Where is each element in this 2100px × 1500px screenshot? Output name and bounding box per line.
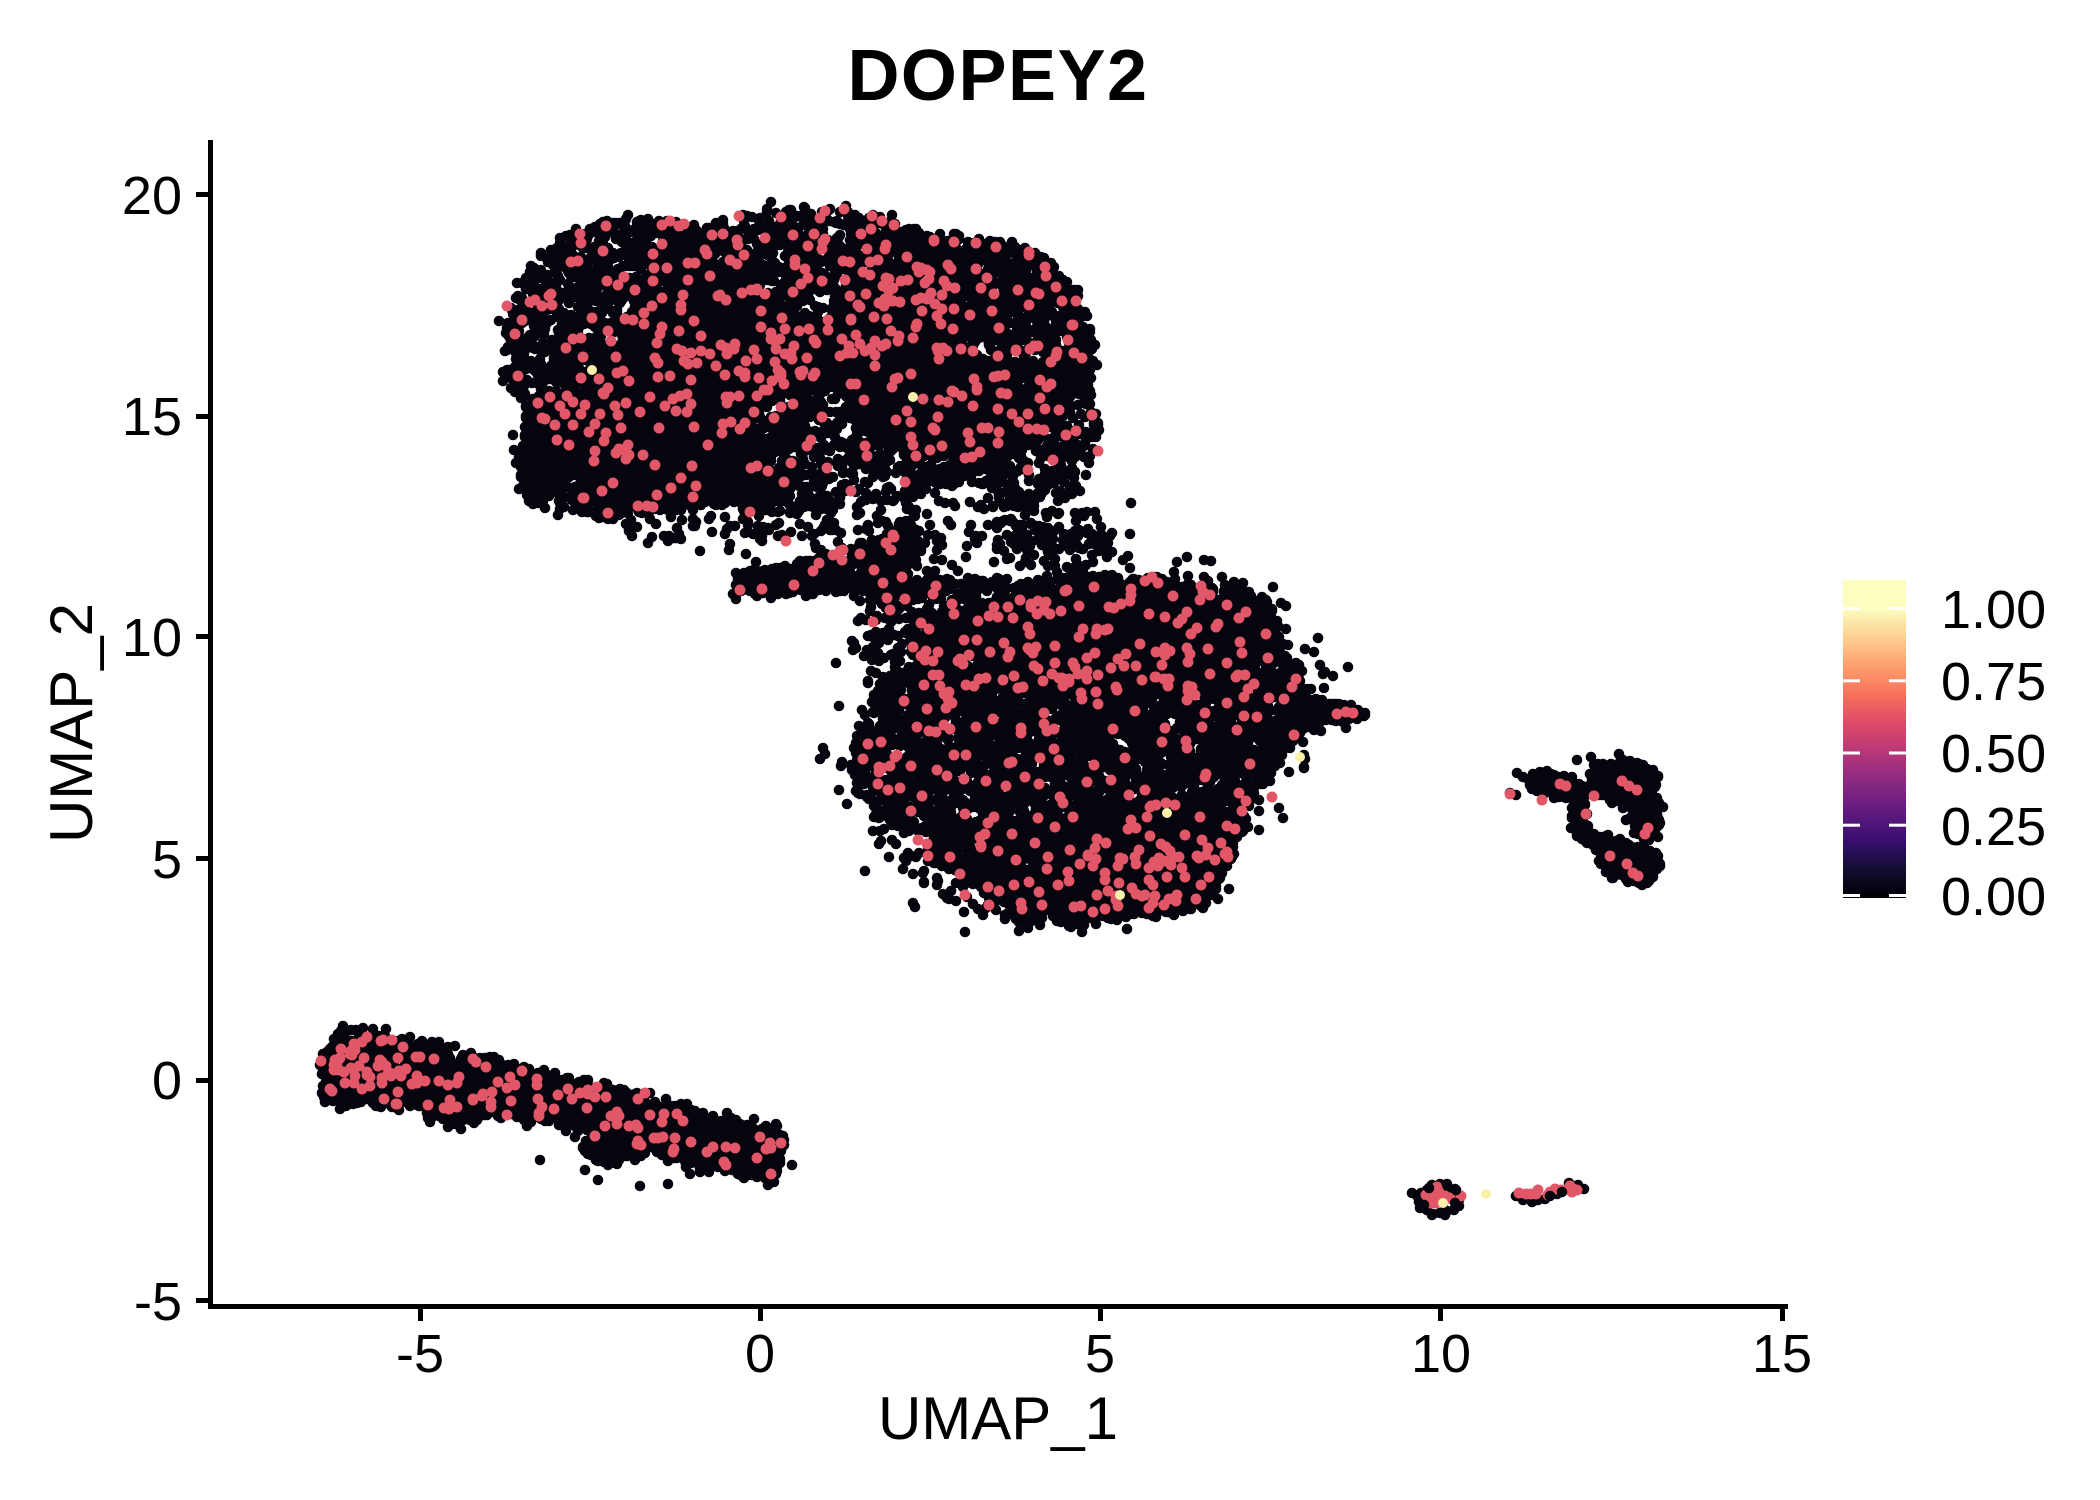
svg-text:DOPEY2: DOPEY2 — [847, 36, 1148, 116]
svg-text:-5: -5 — [134, 1272, 182, 1332]
svg-text:5: 5 — [1085, 1324, 1115, 1384]
svg-text:10: 10 — [1411, 1324, 1471, 1384]
svg-text:20: 20 — [122, 166, 182, 226]
svg-text:0.00: 0.00 — [1941, 867, 2046, 927]
svg-text:0.50: 0.50 — [1941, 724, 2046, 784]
svg-text:UMAP_1: UMAP_1 — [878, 1385, 1118, 1452]
svg-text:0: 0 — [152, 1051, 182, 1111]
svg-text:10: 10 — [122, 608, 182, 668]
svg-text:0.75: 0.75 — [1941, 652, 2046, 712]
svg-text:15: 15 — [1752, 1324, 1812, 1384]
svg-text:0.25: 0.25 — [1941, 797, 2046, 857]
svg-text:UMAP_2: UMAP_2 — [38, 603, 105, 843]
svg-text:1.00: 1.00 — [1941, 580, 2046, 640]
svg-text:15: 15 — [122, 387, 182, 447]
svg-text:5: 5 — [152, 830, 182, 890]
svg-text:-5: -5 — [396, 1324, 444, 1384]
svg-text:0: 0 — [745, 1324, 775, 1384]
